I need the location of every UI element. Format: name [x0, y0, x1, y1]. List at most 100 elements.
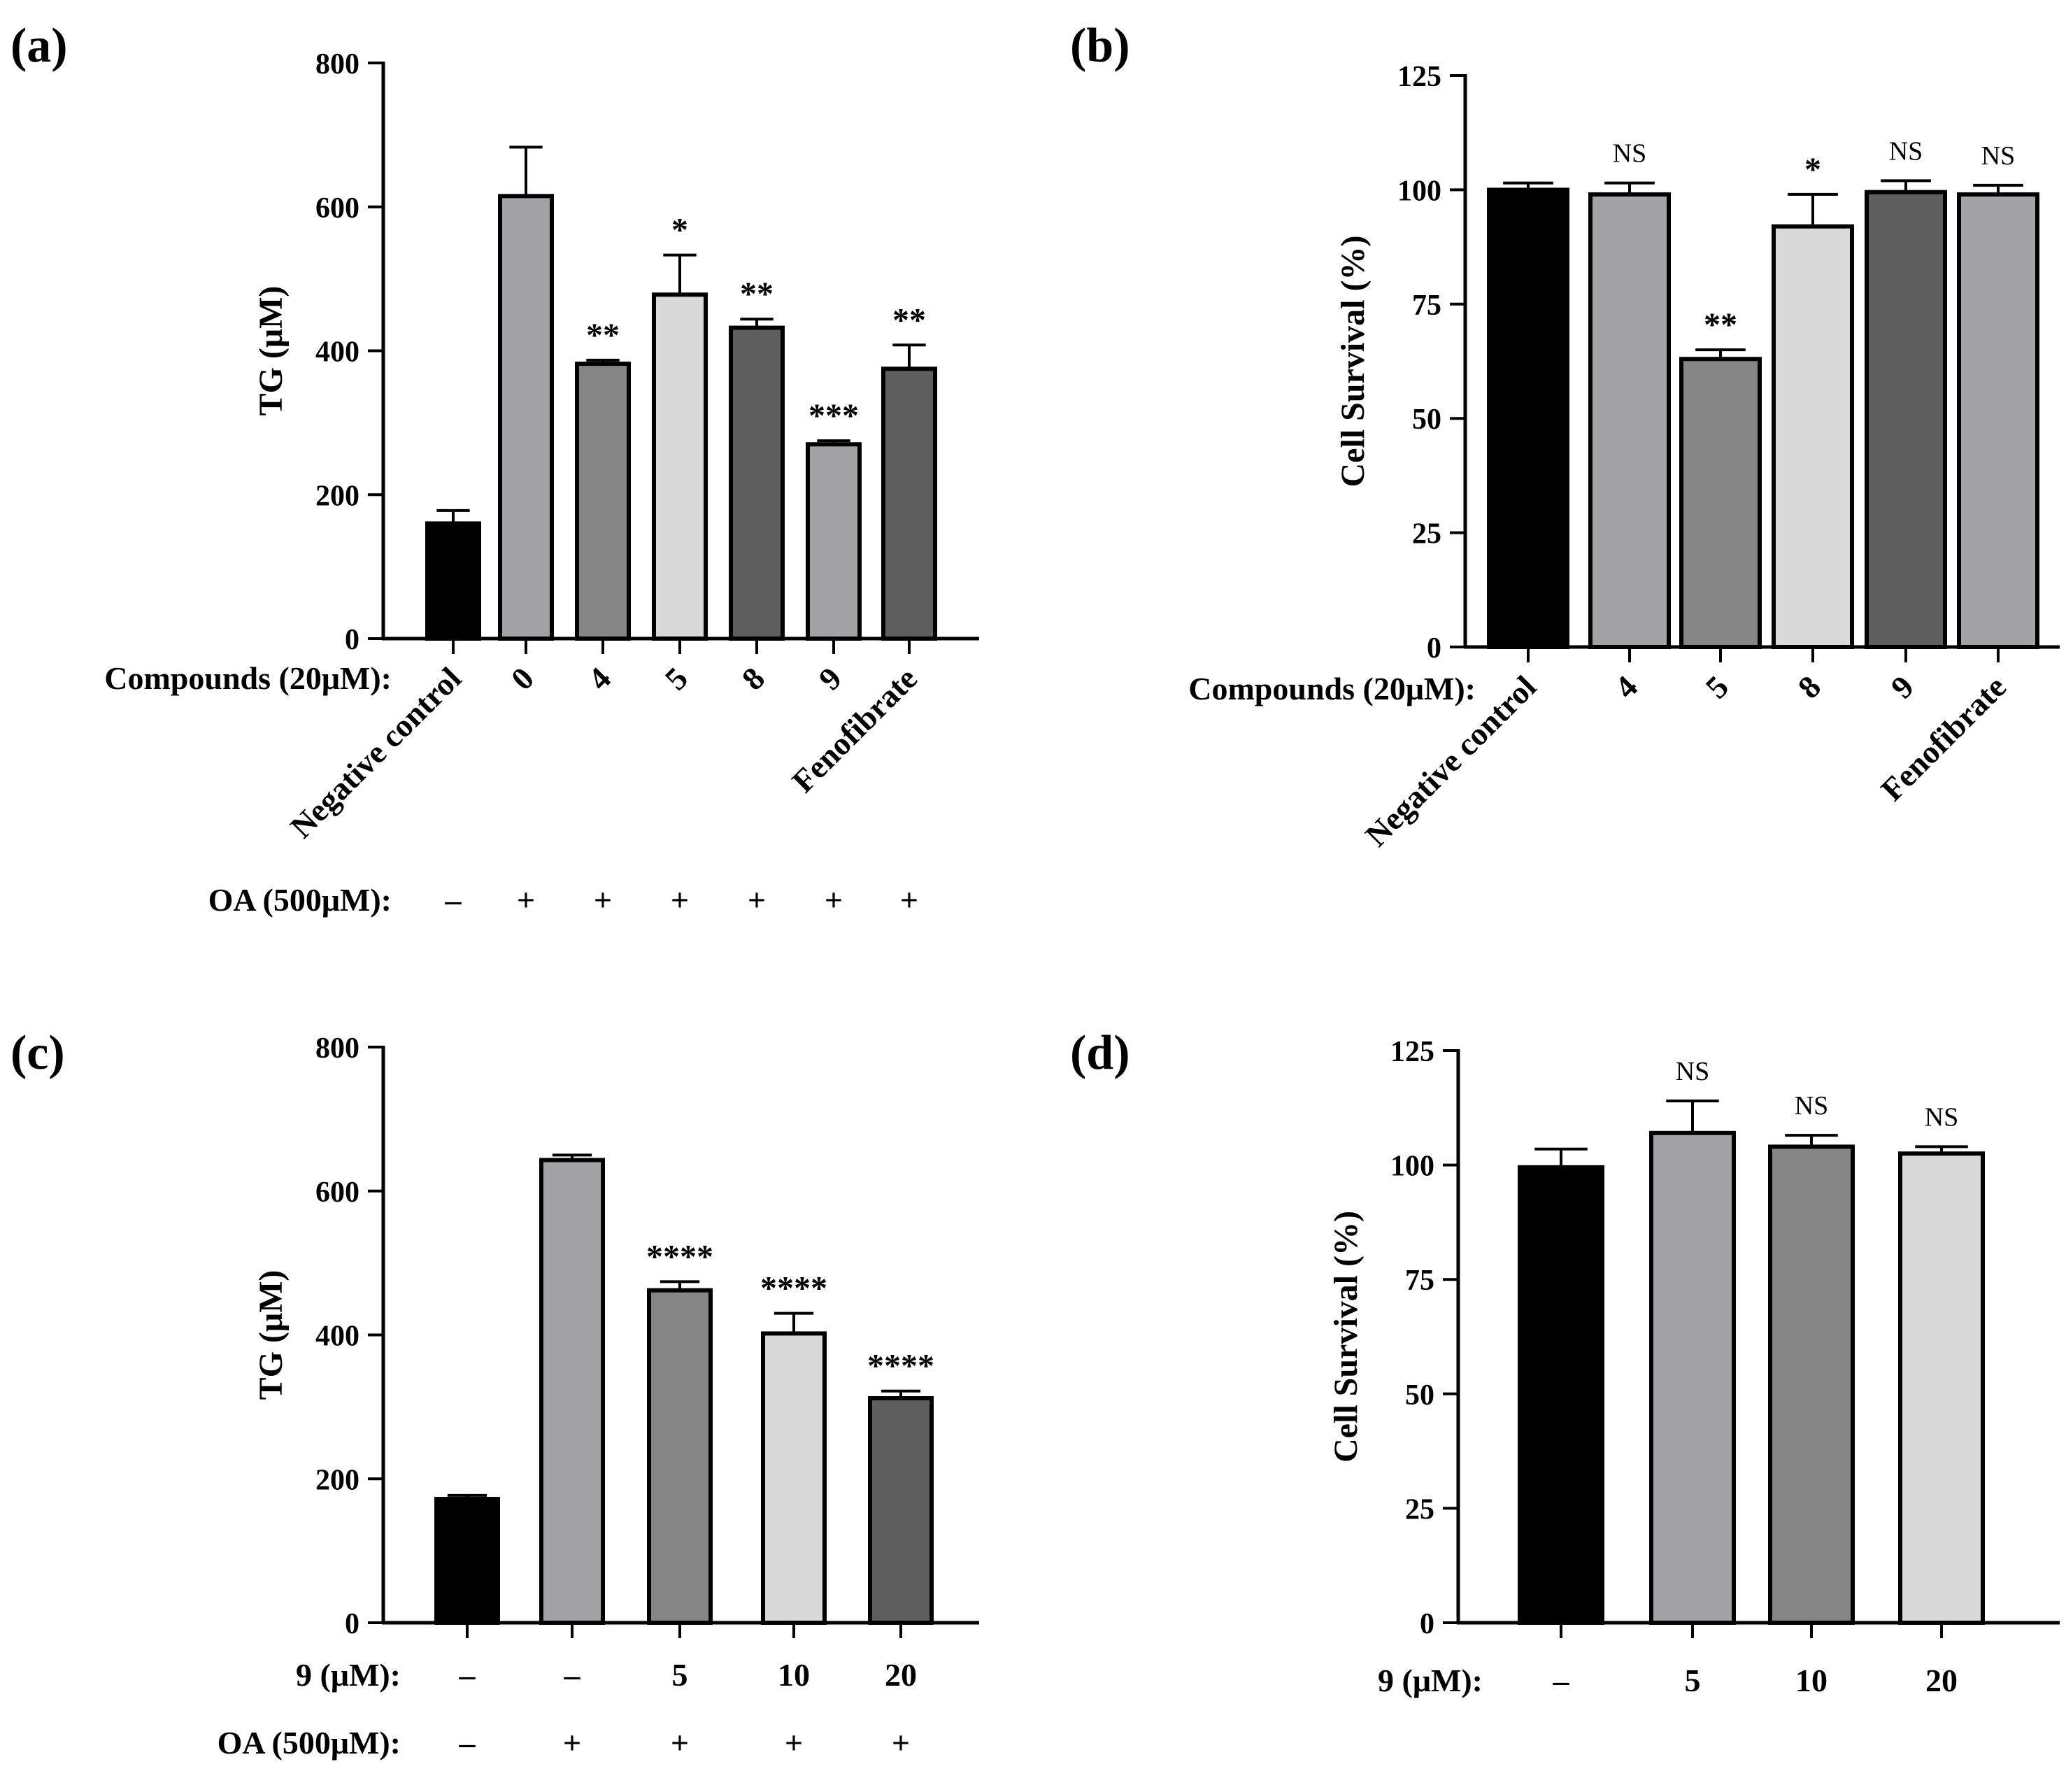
- panel-d: (d) 0 25 50 75 100 125 Cell Survival (%) NS NS NS 9…: [1070, 1026, 2060, 1698]
- y-tick-label: 0: [1427, 632, 1441, 664]
- x-category-label: 5: [658, 660, 694, 697]
- x-category-label: 5: [1699, 669, 1735, 705]
- row-label: Compounds (20μM):: [104, 660, 392, 696]
- bar: [1518, 1165, 1604, 1625]
- y-tick-label: 600: [315, 192, 359, 225]
- bar: [1898, 1151, 1985, 1625]
- bar: [806, 442, 862, 641]
- bar: [539, 1158, 605, 1626]
- y-tick-label: 100: [1397, 175, 1441, 207]
- bar: [575, 362, 631, 641]
- row-value: +: [900, 882, 918, 918]
- significance-label: NS: [1676, 1057, 1710, 1086]
- bar: [1679, 357, 1762, 649]
- row-value: –: [1553, 1663, 1570, 1698]
- y-tick-label: 75: [1412, 290, 1441, 322]
- bar: [1487, 187, 1569, 649]
- x-category-label: 8: [735, 660, 771, 697]
- significance-label: *: [671, 212, 688, 249]
- significance-label: NS: [1613, 139, 1647, 169]
- row-value: –: [445, 882, 462, 918]
- y-axis-title: Cell Survival (%): [1334, 236, 1372, 488]
- row-label: OA (500μM):: [208, 882, 392, 918]
- row-value: +: [892, 1725, 910, 1761]
- y-tick-label: 400: [315, 1321, 359, 1353]
- y-tick-label: 125: [1397, 61, 1441, 93]
- row-value: +: [825, 882, 843, 918]
- row-label: Compounds (20μM):: [1188, 671, 1476, 706]
- bar: [1768, 1144, 1855, 1625]
- row-value: +: [671, 1725, 689, 1761]
- bar: [1772, 224, 1854, 649]
- significance-label: ****: [867, 1348, 934, 1385]
- y-tick-label: 0: [345, 1608, 359, 1640]
- bar: [868, 1396, 934, 1626]
- y-tick-label: 800: [315, 1032, 359, 1065]
- significance-label: ****: [646, 1238, 713, 1275]
- row-value: 20: [885, 1657, 917, 1693]
- panel-c: (c) 0 200 400 600 800 TG (μM) **** **** **** 9 (μM…: [10, 1026, 979, 1761]
- row-value: +: [785, 1725, 803, 1761]
- x-category-label: 9: [812, 660, 848, 697]
- row-value: –: [459, 1657, 476, 1693]
- x-category-label: 4: [1608, 669, 1644, 705]
- row-value: +: [517, 882, 535, 918]
- y-tick-label: 75: [1405, 1265, 1434, 1297]
- bar: [652, 292, 708, 641]
- row-value: –: [459, 1725, 476, 1761]
- significance-label: NS: [1981, 141, 2016, 171]
- y-axis-title: Cell Survival (%): [1327, 1211, 1365, 1463]
- row-value: 5: [1685, 1663, 1701, 1698]
- row-value: +: [594, 882, 612, 918]
- significance-label: NS: [1889, 136, 1923, 166]
- x-category-label: 4: [581, 660, 618, 697]
- bar: [761, 1331, 827, 1625]
- row-value: –: [564, 1657, 581, 1693]
- significance-label: NS: [1925, 1102, 1959, 1132]
- row-label: 9 (μM):: [296, 1657, 401, 1693]
- y-tick-label: 400: [315, 336, 359, 369]
- significance-label: **: [892, 301, 926, 339]
- row-value: 20: [1925, 1663, 1958, 1698]
- bar: [1865, 190, 1947, 649]
- bar: [425, 521, 481, 641]
- y-axis-title: TG (μM): [252, 1270, 290, 1400]
- panel-label: (c): [10, 1026, 65, 1080]
- y-tick-label: 200: [315, 1464, 359, 1496]
- y-tick-label: 50: [1405, 1379, 1434, 1411]
- row-value: +: [563, 1725, 581, 1761]
- y-tick-label: 200: [315, 480, 359, 512]
- panel-label: (d): [1070, 1026, 1130, 1080]
- x-category-label: 0: [504, 660, 541, 697]
- significance-label: **: [1704, 306, 1737, 343]
- bar: [498, 194, 554, 641]
- row-label: 9 (μM):: [1378, 1663, 1483, 1698]
- bar: [1957, 192, 2039, 650]
- y-axis-title: TG (μM): [252, 286, 290, 416]
- significance-label: **: [586, 317, 620, 354]
- significance-label: *: [1804, 151, 1821, 188]
- significance-label: ***: [808, 397, 859, 434]
- y-tick-label: 100: [1390, 1151, 1434, 1183]
- y-tick-label: 50: [1412, 404, 1441, 436]
- panel-label: (b): [1070, 19, 1130, 73]
- row-value: 5: [672, 1657, 688, 1693]
- x-category-label: 8: [1791, 669, 1828, 705]
- y-tick-label: 25: [1405, 1493, 1434, 1526]
- bar: [881, 367, 937, 641]
- bar: [647, 1288, 713, 1626]
- y-tick-label: 0: [345, 624, 359, 656]
- row-value: +: [671, 882, 689, 918]
- row-value: 10: [1795, 1663, 1828, 1698]
- y-tick-label: 600: [315, 1176, 359, 1209]
- row-value: +: [748, 882, 766, 918]
- bar: [1649, 1130, 1736, 1625]
- bar: [1588, 192, 1671, 650]
- x-category-label: Fenofibrate: [785, 660, 924, 799]
- significance-label: NS: [1795, 1091, 1829, 1121]
- panel-label: (a): [10, 19, 68, 73]
- row-label: OA (500μM):: [218, 1725, 401, 1761]
